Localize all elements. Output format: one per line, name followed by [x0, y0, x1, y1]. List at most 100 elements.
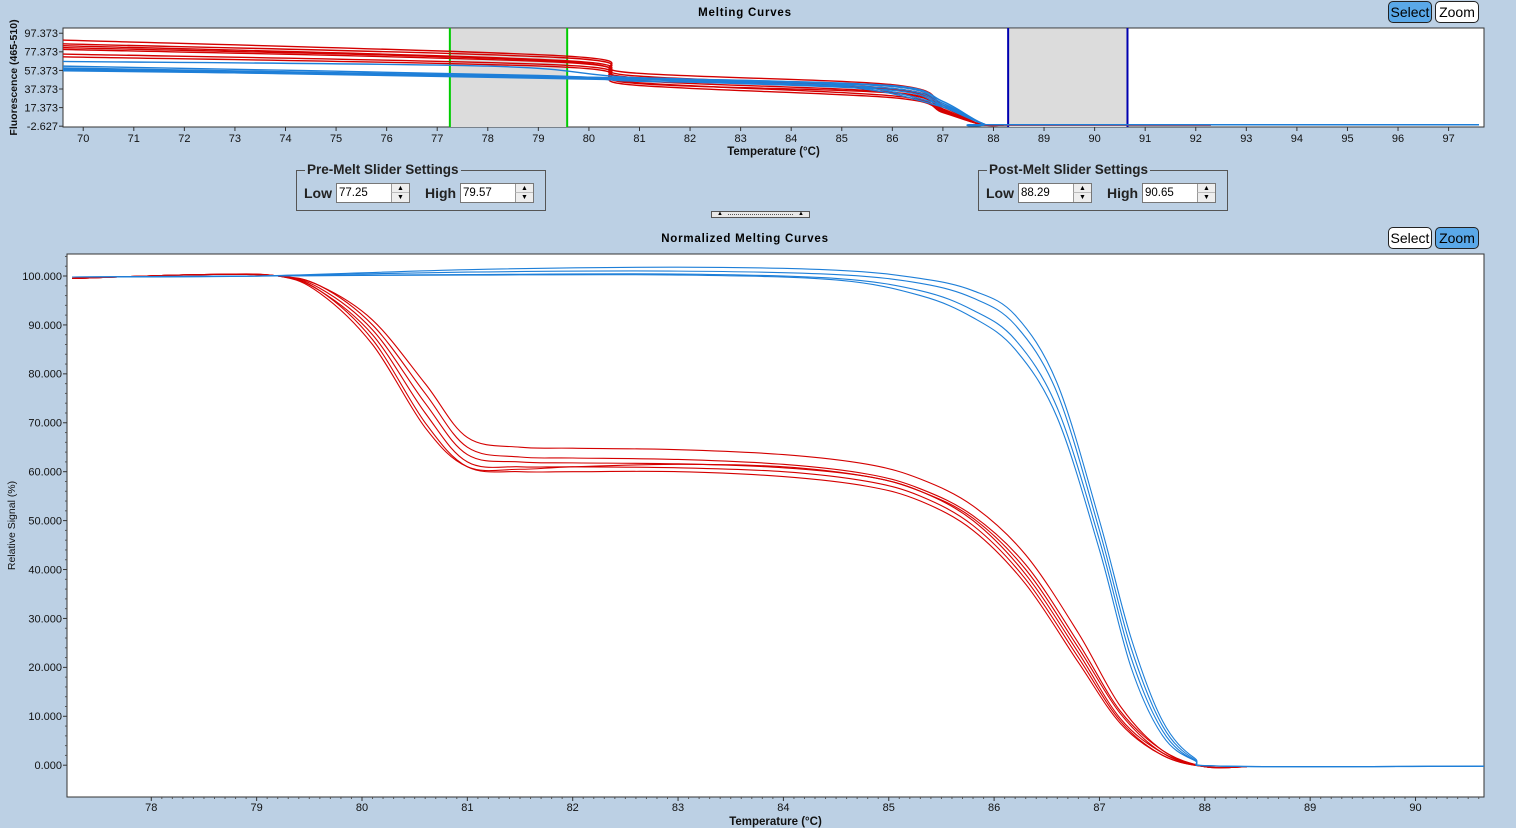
bottom-select-button[interactable]: Select [1388, 227, 1432, 249]
x-tick-label: 81 [461, 802, 473, 814]
melting-curves-title: Melting Curves [698, 7, 792, 19]
top-select-button[interactable]: Select [1388, 1, 1432, 23]
curve-red-4 [72, 273, 1247, 769]
pre-melt-low-spinner[interactable]: ▲ ▼ [336, 183, 410, 203]
post-melt-high-label: High [1107, 185, 1139, 201]
spin-up-icon[interactable]: ▲ [1197, 184, 1215, 193]
y-tick-label: 40.000 [28, 564, 62, 576]
spin-down-icon[interactable]: ▼ [515, 193, 533, 202]
post-melt-high-spinner[interactable]: ▲ ▼ [1142, 183, 1216, 203]
y-tick-label: 80.000 [28, 369, 62, 381]
spin-up-icon[interactable]: ▲ [515, 184, 533, 193]
curve-blue-7 [72, 270, 1484, 768]
x-tick-label: 80 [583, 133, 595, 145]
x-tick-label: 86 [988, 802, 1000, 814]
y-tick-label: 30.000 [28, 613, 62, 625]
pre-melt-low-label: Low [304, 185, 332, 201]
x-tick-label: 93 [1240, 133, 1252, 145]
curve-blue-12 [63, 65, 1479, 126]
x-tick-label: 84 [785, 133, 797, 145]
x-tick-label: 83 [672, 802, 684, 814]
x-axis-label: Temperature (°C) [729, 816, 822, 828]
x-tick-label: 82 [684, 133, 696, 145]
pre-melt-slider-settings: Pre-Melt Slider Settings Low ▲ ▼ High ▲ … [296, 162, 546, 211]
spin-down-icon[interactable]: ▼ [1073, 193, 1091, 202]
y-tick-label: 77.373 [24, 47, 58, 59]
bottom-zoom-button[interactable]: Zoom [1435, 227, 1479, 249]
y-tick-label: 90.000 [28, 320, 62, 332]
y-tick-label: 97.373 [24, 28, 58, 40]
y-axis-label: Fluorescence (465-510) [8, 19, 20, 135]
y-tick-label: 20.000 [28, 662, 62, 674]
x-tick-label: 96 [1392, 133, 1404, 145]
pre-melt-legend: Pre-Melt Slider Settings [305, 162, 461, 178]
spin-down-icon[interactable]: ▼ [391, 193, 409, 202]
x-tick-label: 95 [1341, 133, 1353, 145]
spin-up-icon[interactable]: ▲ [391, 184, 409, 193]
x-tick-label: 79 [532, 133, 544, 145]
post-melt-low-input[interactable] [1019, 184, 1073, 202]
y-tick-label: 10.000 [28, 711, 62, 723]
x-tick-label: 83 [735, 133, 747, 145]
x-tick-label: 90 [1088, 133, 1100, 145]
y-tick-label: 50.000 [28, 515, 62, 527]
x-tick-label: 89 [1304, 802, 1316, 814]
y-tick-label: 70.000 [28, 418, 62, 430]
y-tick-label: 60.000 [28, 467, 62, 479]
pre-melt-high-spinner[interactable]: ▲ ▼ [460, 183, 534, 203]
splitter-up-icon: ▲ [717, 211, 723, 217]
pre-melt-high-label: High [425, 185, 457, 201]
x-tick-label: 90 [1409, 802, 1421, 814]
y-tick-label: 17.373 [24, 102, 58, 114]
post-melt-low-label: Low [986, 185, 1014, 201]
x-tick-label: 73 [229, 133, 241, 145]
top-zoom-button[interactable]: Zoom [1435, 1, 1479, 23]
x-tick-label: 88 [1199, 802, 1211, 814]
pre-melt-low-input[interactable] [337, 184, 391, 202]
spin-up-icon[interactable]: ▲ [1073, 184, 1091, 193]
melting-curves-chart[interactable]: 70 71 72 73 74 75 76 77 78 79 80 81 82 83 84 85 86 87 88 89… [0, 0, 1516, 165]
x-tick-label: 77 [431, 133, 443, 145]
x-tick-label: 80 [356, 802, 368, 814]
normalized-melting-curves-title: Normalized Melting Curves [661, 233, 829, 245]
x-tick-label: 85 [883, 802, 895, 814]
post-melt-region [1008, 29, 1128, 127]
post-melt-high-input[interactable] [1143, 184, 1197, 202]
x-tick-label: 85 [836, 133, 848, 145]
curve-red-5 [72, 273, 1247, 769]
x-tick-label: 89 [1038, 133, 1050, 145]
y-axis-label: Relative Signal (%) [6, 481, 18, 570]
x-tick-label: 81 [633, 133, 645, 145]
y-tick-label: -2.627 [27, 121, 58, 133]
pre-melt-high-input[interactable] [461, 184, 515, 202]
curve-blue-9 [72, 274, 1484, 768]
splitter-grip [728, 214, 793, 215]
post-melt-slider-settings: Post-Melt Slider Settings Low ▲ ▼ High ▲… [978, 162, 1228, 211]
curve-red-5 [63, 56, 1004, 126]
x-tick-label: 75 [330, 133, 342, 145]
post-melt-low-spinner[interactable]: ▲ ▼ [1018, 183, 1092, 203]
x-tick-label: 87 [937, 133, 949, 145]
plot-area [66, 253, 1485, 798]
x-tick-label: 70 [77, 133, 89, 145]
x-tick-label: 79 [251, 802, 263, 814]
x-tick-label: 74 [279, 133, 291, 145]
x-tick-label: 84 [777, 802, 789, 814]
x-tick-label: 86 [886, 133, 898, 145]
x-tick-label: 94 [1291, 133, 1303, 145]
x-tick-label: 82 [567, 802, 579, 814]
x-tick-label: 71 [128, 133, 140, 145]
splitter-up-icon: ▲ [798, 211, 804, 217]
x-tick-label: 76 [381, 133, 393, 145]
x-tick-label: 72 [178, 133, 190, 145]
y-tick-label: 0.000 [34, 760, 62, 772]
x-tick-label: 91 [1139, 133, 1151, 145]
x-tick-label: 87 [1093, 802, 1105, 814]
x-tick-label: 92 [1190, 133, 1202, 145]
x-axis-label: Temperature (°C) [727, 146, 820, 158]
spin-down-icon[interactable]: ▼ [1197, 193, 1215, 202]
curve-blue-6 [72, 266, 1484, 768]
plot-area [62, 27, 1485, 128]
panel-splitter[interactable]: ▲ ▲ [711, 211, 810, 218]
